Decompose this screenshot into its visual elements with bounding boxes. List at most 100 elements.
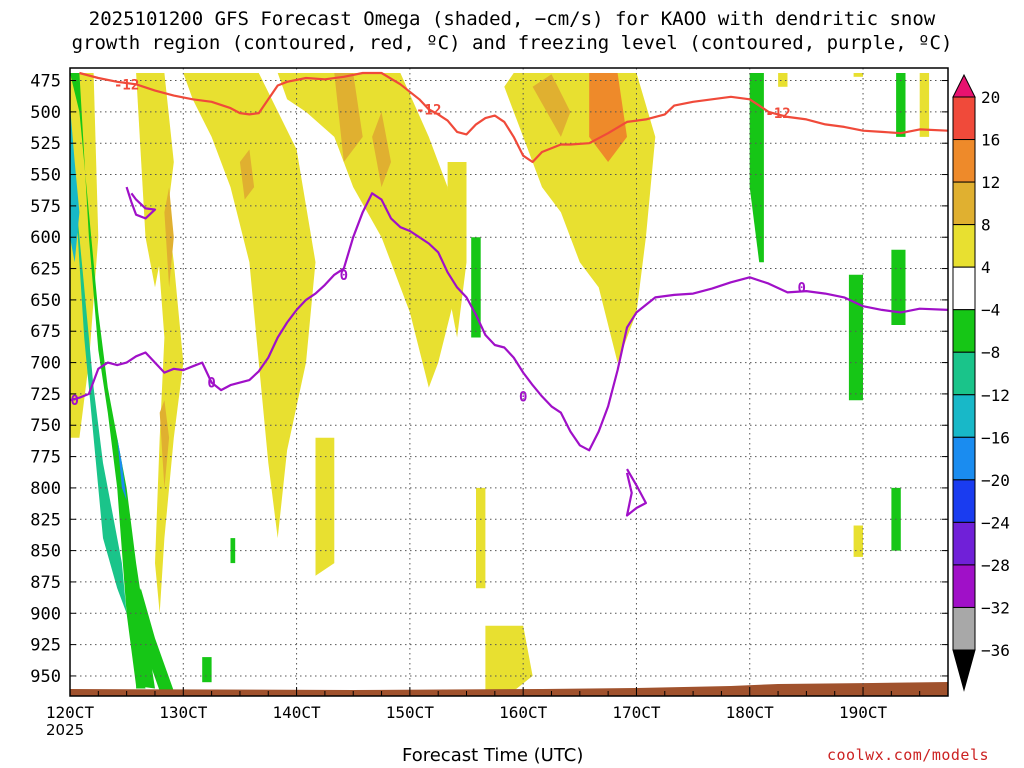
colorbar-swatch [952, 521, 976, 566]
omega-region-0 [70, 73, 99, 438]
contour-label-1-0: 0 [71, 393, 79, 409]
y-tick-label: 750 [30, 416, 61, 436]
omega-region-5 [131, 588, 174, 691]
omega-region-3 [70, 105, 80, 263]
y-tick-label: 950 [30, 667, 61, 687]
contour-label-0-1: -12 [416, 102, 441, 118]
contour-label-0-2: -12 [765, 106, 790, 122]
colorbar-swatch [952, 96, 976, 141]
x-tick-label: 160CT [499, 703, 548, 722]
omega-region-31 [853, 525, 863, 557]
colorbar-top-arrow [952, 73, 976, 98]
colorbar-label: −28 [981, 556, 1010, 575]
y-tick-label: 700 [30, 354, 61, 374]
omega-region-4 [117, 437, 127, 501]
y-axis: 475 500 525 550 575 600 625 650 675 700 725 750 775 8… [30, 72, 948, 687]
colorbar-label: −4 [981, 301, 1000, 320]
colorbar-swatch [952, 309, 976, 353]
omega-region-18 [315, 437, 335, 576]
colorbar-bottom-arrow [952, 649, 976, 692]
contour-label-1-3: 0 [519, 389, 527, 405]
omega-region-34 [853, 73, 863, 77]
omega-region-7 [202, 657, 212, 683]
y-tick-label: 500 [30, 103, 61, 123]
contour-label-1-4: 0 [797, 280, 805, 296]
y-tick-label: 725 [30, 385, 61, 405]
colorbar-label: −24 [981, 513, 1010, 532]
y-tick-label: 650 [30, 291, 61, 311]
y-tick-label: 475 [30, 72, 61, 92]
colorbar-label: −36 [981, 641, 1010, 660]
y-tick-label: 875 [30, 573, 61, 593]
omega-region-33 [778, 73, 788, 87]
chart-title-line-1: 2025101200 GFS Forecast Omega (shaded, −… [88, 8, 936, 30]
omega-region-2 [70, 99, 127, 614]
contour-line-3 [625, 468, 647, 517]
colorbar-legend: 20 16 12 8 4 −4 −8 −12 −16 −20 −24 −28 −32 −36 [952, 73, 1010, 692]
colorbar-swatch [952, 224, 976, 268]
colorbar-label: −16 [981, 428, 1010, 447]
x-tick-label: 140CT [272, 703, 321, 722]
y-tick-label: 850 [30, 542, 61, 562]
omega-region-27 [848, 274, 863, 401]
contour-label-1-2: 0 [340, 268, 348, 284]
omega-region-26 [749, 73, 764, 263]
omega-region-14 [239, 149, 255, 200]
omega-region-17 [372, 111, 391, 188]
omega-region-16 [334, 73, 363, 162]
x-tick-label: 180CT [726, 703, 775, 722]
omega-shading-layer [70, 73, 930, 691]
colorbar-label: 8 [981, 216, 991, 235]
omega-region-8 [230, 538, 236, 564]
omega-region-12 [159, 400, 170, 488]
y-tick-label: 825 [30, 510, 61, 530]
x-axis-year-label: 2025 [46, 721, 85, 739]
colorbar-label: 4 [981, 258, 991, 277]
y-tick-label: 900 [30, 604, 61, 624]
omega-region-24 [532, 74, 571, 137]
terrain-layer [70, 682, 948, 696]
y-tick-label: 600 [30, 228, 61, 248]
colorbar-swatch [952, 266, 976, 311]
omega-region-13 [183, 73, 316, 539]
colorbar-label: −20 [981, 471, 1010, 490]
omega-region-29 [891, 249, 906, 325]
y-tick-label: 550 [30, 166, 61, 186]
omega-region-32 [919, 73, 930, 137]
colorbar-label: −12 [981, 386, 1010, 405]
colorbar-swatch [952, 181, 976, 226]
x-tick-label: 150CT [386, 703, 435, 722]
colorbar-label: 16 [981, 131, 1000, 150]
colorbar-swatch [952, 139, 976, 183]
y-tick-label: 675 [30, 322, 61, 342]
x-tick-label: 170CT [612, 703, 661, 722]
colorbar-swatch [952, 479, 976, 523]
colorbar-swatch [952, 564, 976, 608]
colorbar-label: 20 [981, 88, 1000, 107]
omega-region-11 [164, 187, 174, 288]
colorbar-swatch [952, 436, 976, 481]
colorbar-label: −32 [981, 598, 1010, 617]
omega-region-28 [896, 73, 906, 137]
x-tick-label: 190CT [839, 703, 888, 722]
omega-region-25 [589, 73, 627, 162]
contour-label-1-1: 0 [207, 376, 215, 392]
x-tick-label: 130CT [159, 703, 208, 722]
colorbar-swatch [952, 394, 976, 438]
x-axis-title: Forecast Time (UTC) [402, 745, 584, 766]
colorbar-swatch [952, 351, 976, 396]
colorbar-label: −8 [981, 343, 1000, 362]
x-tick-label: 120CT [46, 703, 95, 722]
y-tick-label: 575 [30, 197, 61, 217]
contour-line-1 [70, 192, 948, 452]
terrain-strip [70, 682, 948, 696]
source-credit-link[interactable]: coolwx.com/models [827, 746, 990, 764]
omega-region-15 [277, 73, 458, 388]
gridlines [69, 68, 948, 696]
omega-region-6 [136, 638, 146, 689]
y-tick-label: 525 [30, 134, 61, 154]
omega-region-10 [155, 187, 184, 614]
y-tick-label: 625 [30, 260, 61, 280]
